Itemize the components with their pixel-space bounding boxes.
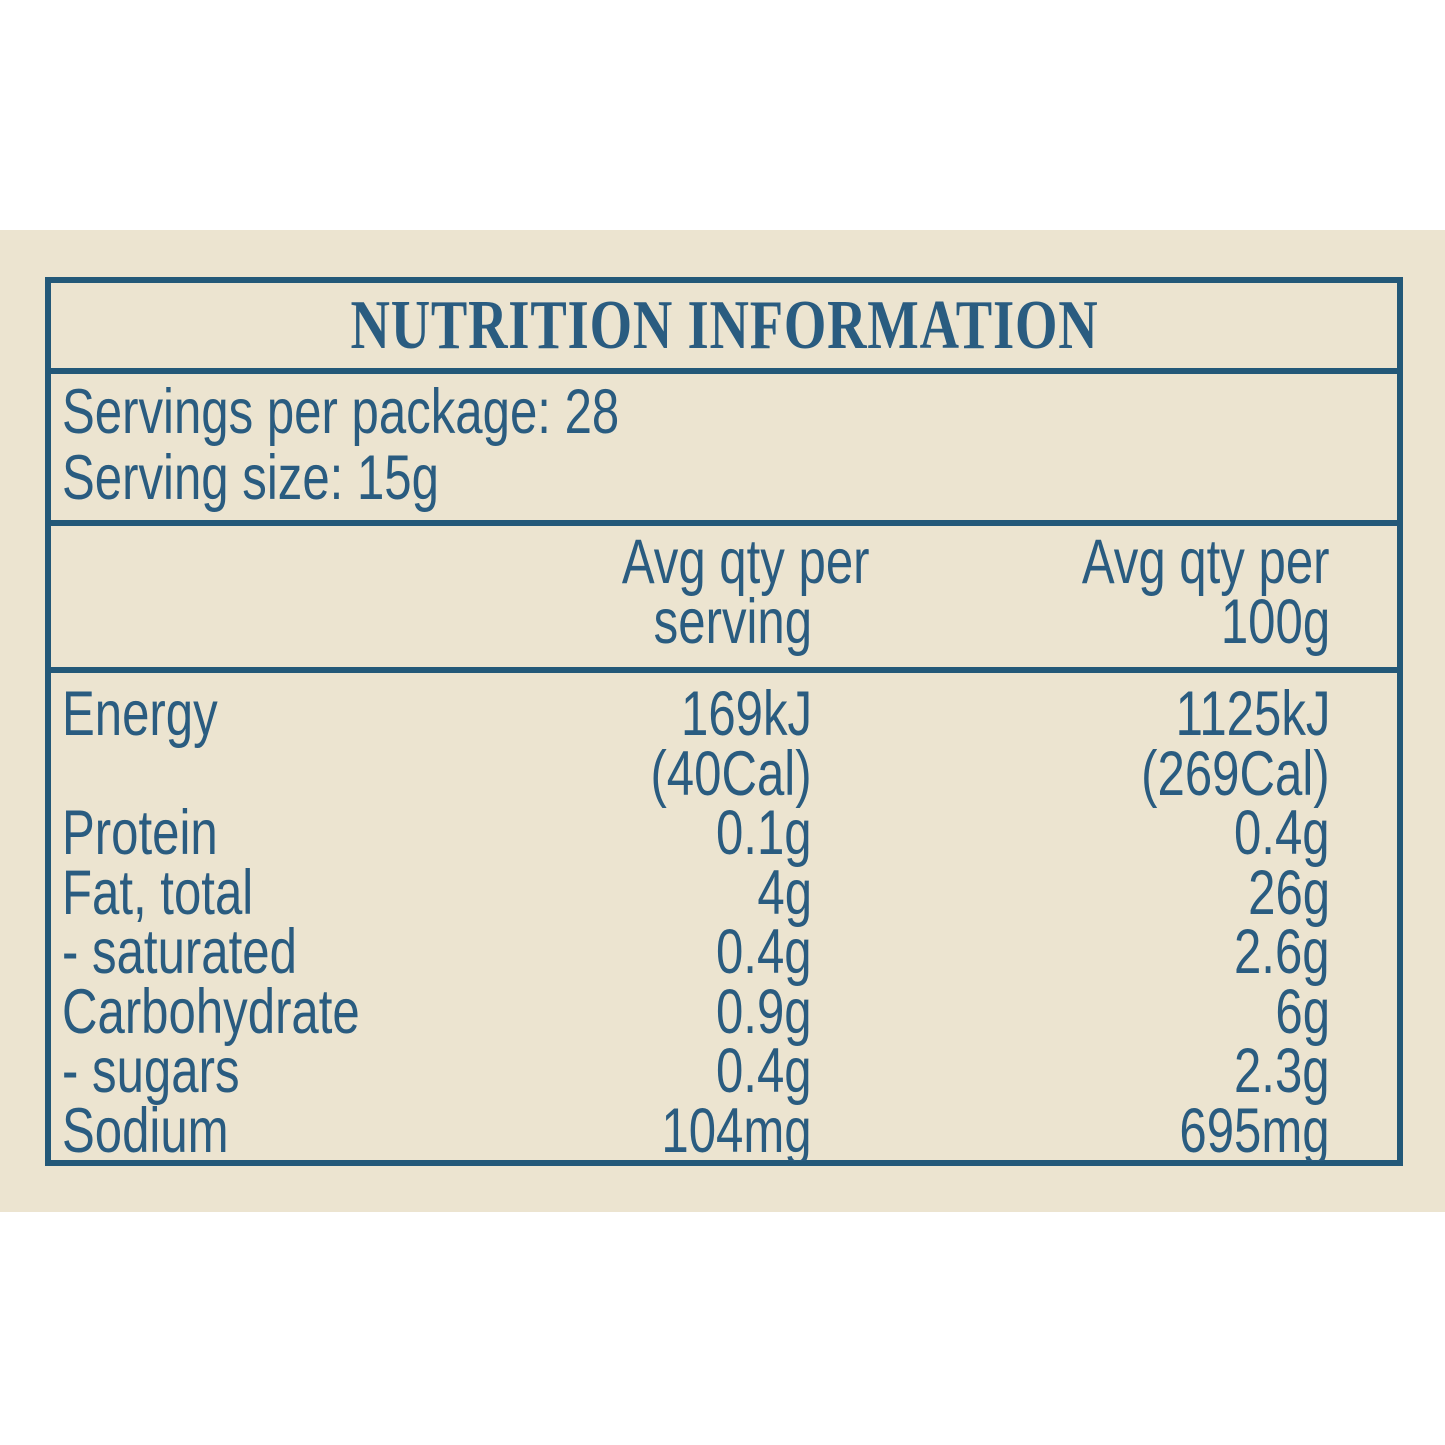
value-per-serving: 0.1g bbox=[716, 798, 812, 868]
value-per-100g: 0.4g bbox=[1234, 798, 1330, 868]
column-header-per-serving: Avg qty per serving bbox=[552, 531, 870, 657]
value-per-100g: 1125kJ bbox=[1175, 679, 1330, 749]
label-cream-background bbox=[0, 230, 1445, 1212]
nutrient-table-section: Energy 169kJ 1125kJ (40Cal) (269Cal) Pro… bbox=[51, 673, 1397, 1161]
column-header-section: Avg qty per serving Avg qty per 100g bbox=[51, 526, 1397, 673]
nutrient-label: Fat, total bbox=[62, 857, 254, 928]
value-per-serving: 104mg bbox=[661, 1095, 812, 1161]
column-header-per-100g: Avg qty per 100g bbox=[812, 527, 1330, 657]
nutrition-information-panel: NUTRITION INFORMATION Servings per packa… bbox=[45, 277, 1403, 1166]
nutrient-label: Carbohydrate bbox=[62, 976, 360, 1047]
panel-title-section: NUTRITION INFORMATION bbox=[51, 283, 1397, 374]
nutrient-label: Energy bbox=[62, 679, 218, 749]
table-row-sugars: - sugars 0.4g 2.3g bbox=[51, 1036, 1397, 1106]
table-row-sodium: Sodium 104mg 695mg bbox=[51, 1095, 1397, 1161]
column-header-spacer bbox=[62, 532, 552, 652]
serving-size-text: Serving size: 15g bbox=[62, 443, 439, 513]
panel-title: NUTRITION INFORMATION bbox=[350, 286, 1098, 364]
value-per-serving: 0.4g bbox=[716, 917, 812, 987]
value-per-serving: 4g bbox=[757, 857, 812, 928]
nutrient-label: - sugars bbox=[62, 1036, 240, 1106]
table-row-protein: Protein 0.1g 0.4g bbox=[51, 798, 1397, 868]
servings-section: Servings per package: 28 Serving size: 1… bbox=[51, 374, 1397, 526]
value-per-100g: 2.3g bbox=[1234, 1036, 1330, 1106]
table-row-energy-cal: (40Cal) (269Cal) bbox=[51, 738, 1397, 809]
nutrient-label: Protein bbox=[62, 798, 218, 868]
value-per-serving: 0.4g bbox=[716, 1036, 812, 1106]
value-per-serving: 0.9g bbox=[716, 976, 812, 1047]
table-row-saturated: - saturated 0.4g 2.6g bbox=[51, 917, 1397, 987]
value-per-100g: 695mg bbox=[1179, 1095, 1330, 1161]
value-per-100g: 6g bbox=[1275, 976, 1330, 1047]
table-row-carbohydrate: Carbohydrate 0.9g 6g bbox=[51, 976, 1397, 1047]
table-row-fat-total: Fat, total 4g 26g bbox=[51, 857, 1397, 928]
nutrient-label: Sodium bbox=[62, 1095, 229, 1161]
value-per-serving: (40Cal) bbox=[650, 738, 812, 809]
table-row-energy: Energy 169kJ 1125kJ bbox=[51, 679, 1397, 749]
value-per-serving: 169kJ bbox=[680, 679, 812, 749]
value-per-100g: 2.6g bbox=[1234, 917, 1330, 987]
value-per-100g: (269Cal) bbox=[1141, 738, 1330, 809]
per-100g-header-line1: Avg qty per bbox=[1082, 527, 1330, 597]
value-per-100g: 26g bbox=[1248, 857, 1330, 928]
servings-per-package-text: Servings per package: 28 bbox=[62, 377, 620, 447]
nutrient-label: - saturated bbox=[62, 917, 297, 987]
per-serving-header-line2: serving bbox=[653, 587, 812, 657]
per-serving-header-line1: Avg qty per bbox=[621, 527, 870, 597]
per-100g-header-line2: 100g bbox=[1220, 587, 1330, 657]
